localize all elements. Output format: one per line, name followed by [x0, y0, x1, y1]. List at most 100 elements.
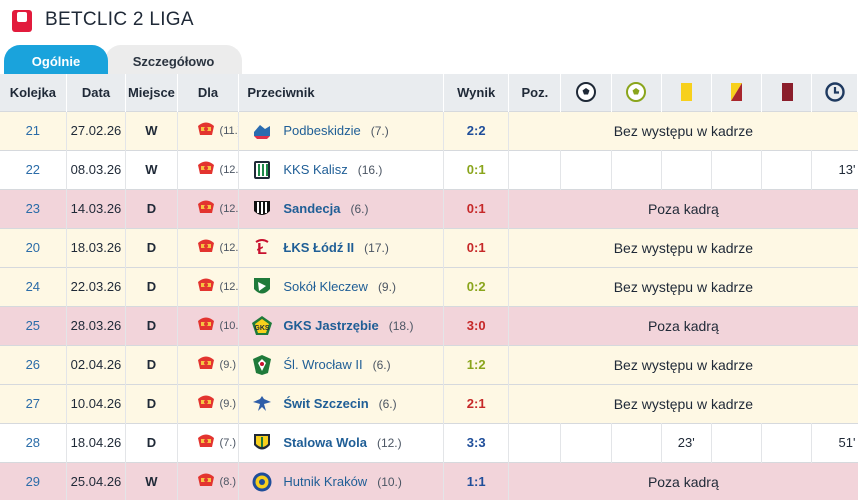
round-cell[interactable]: 23: [0, 188, 67, 228]
team-cell: (11.): [178, 119, 238, 142]
result-cell[interactable]: 0:1: [443, 188, 510, 228]
opponent-crest-icon: [251, 159, 273, 181]
team-position: (11.): [219, 124, 238, 137]
svg-text:GKS: GKS: [255, 325, 271, 332]
opponent-name[interactable]: Hutnik Kraków: [283, 474, 368, 490]
club-crest-icon: [196, 119, 216, 142]
place-cell: W: [125, 110, 178, 150]
opponent-cell[interactable]: GKS GKS Jastrzębie (18.): [239, 315, 442, 337]
team-cell: (9.): [178, 392, 238, 415]
round-cell[interactable]: 29: [0, 461, 67, 500]
opponent-name[interactable]: Podbeskidzie: [283, 123, 361, 138]
match-row[interactable]: 29 25.04.26 W (8.) Hutnik Kraków (10.) 1:1 Poza…: [0, 461, 858, 500]
round-cell[interactable]: 20: [0, 227, 67, 267]
opponent-crest-icon: [251, 471, 273, 493]
club-crest-icon: [196, 275, 216, 298]
opponent-cell[interactable]: Śl. Wrocław II (6.): [239, 354, 442, 376]
opponent-cell[interactable]: KKS Kalisz (16.): [239, 159, 442, 181]
second-yellow-cell: [711, 149, 762, 189]
col-date[interactable]: Data: [66, 74, 127, 111]
col-second-yellow[interactable]: [711, 74, 762, 111]
col-yellow-cards[interactable]: [661, 74, 712, 111]
matches-table: Kolejka Data Miejsce Dla Przeciwnik Wyni…: [0, 74, 858, 500]
round-cell[interactable]: 22: [0, 149, 67, 189]
round-cell[interactable]: 28: [0, 422, 67, 462]
opponent-cell[interactable]: Sandecja (6.): [239, 198, 442, 220]
team-position: (12.): [219, 280, 239, 293]
result-cell[interactable]: 3:3: [443, 422, 510, 462]
result-cell[interactable]: 0:2: [443, 266, 510, 306]
place-cell: D: [125, 188, 178, 228]
date-cell: 02.04.26: [66, 344, 127, 384]
team-cell: (12.): [178, 275, 239, 298]
col-red-cards[interactable]: [761, 74, 813, 111]
opponent-name[interactable]: Sandecja: [283, 201, 341, 216]
opponent-position: (18.): [388, 318, 414, 333]
table-header-row: Kolejka Data Miejsce Dla Przeciwnik Wyni…: [0, 74, 858, 111]
round-cell[interactable]: 21: [0, 110, 67, 150]
opponent-name[interactable]: GKS Jastrzębie: [283, 318, 379, 333]
round-cell[interactable]: 27: [0, 383, 67, 423]
col-place[interactable]: Miejsce: [125, 74, 178, 111]
opponent-cell[interactable]: Hutnik Kraków (10.): [239, 471, 442, 493]
opponent-name[interactable]: Sokół Kleczew: [283, 279, 368, 294]
date-cell: 18.03.26: [66, 227, 127, 267]
opponent-position: (6.): [378, 396, 397, 411]
result-cell[interactable]: 2:1: [443, 383, 510, 423]
col-position[interactable]: Poz.: [508, 74, 562, 111]
league-logo: [12, 10, 32, 32]
club-crest-icon: [196, 392, 216, 415]
result-cell[interactable]: 1:1: [443, 461, 510, 500]
team-position: (8.): [219, 475, 237, 488]
match-row[interactable]: 27 10.04.26 D (9.) Świt Szczecin (6.) 2:1 Bez w…: [0, 383, 858, 423]
tab-detailed[interactable]: Szczegółowo: [105, 45, 242, 77]
round-cell[interactable]: 25: [0, 305, 67, 345]
team-position: (9.): [219, 397, 237, 410]
result-cell[interactable]: 1:2: [443, 344, 510, 384]
col-assists[interactable]: [611, 74, 662, 111]
result-cell[interactable]: 2:2: [443, 110, 510, 150]
place-cell: D: [125, 305, 178, 345]
date-cell: 25.04.26: [66, 461, 127, 500]
opponent-crest-icon: [251, 198, 273, 220]
round-cell[interactable]: 24: [0, 266, 67, 306]
col-round[interactable]: Kolejka: [0, 74, 67, 111]
tab-general[interactable]: Ogólnie: [4, 45, 108, 77]
opponent-name[interactable]: Śl. Wrocław II: [283, 357, 363, 372]
opponent-position: (6.): [350, 201, 369, 216]
opponent-name[interactable]: ŁKS Łódź II: [283, 240, 355, 255]
result-cell[interactable]: 3:0: [443, 305, 510, 345]
status-note: Poza kadrą: [508, 305, 858, 345]
match-row[interactable]: 26 02.04.26 D (9.) Śl. Wrocław II (6.) 1:2 Bez …: [0, 344, 858, 384]
opponent-cell[interactable]: Sokół Kleczew (9.): [239, 276, 442, 298]
opponent-name[interactable]: Świt Szczecin: [283, 396, 369, 411]
col-minutes[interactable]: [811, 74, 858, 111]
result-cell[interactable]: 0:1: [443, 149, 510, 189]
col-result[interactable]: Wynik: [443, 74, 510, 111]
col-goals[interactable]: [560, 74, 612, 111]
second-yellow-cell: [711, 422, 762, 462]
col-team[interactable]: Dla: [177, 74, 240, 111]
team-cell: (12.): [178, 158, 239, 181]
opponent-cell[interactable]: Podbeskidzie (7.): [239, 120, 442, 142]
round-cell[interactable]: 26: [0, 344, 67, 384]
opponent-name[interactable]: Stalowa Wola: [283, 435, 367, 450]
opponent-cell[interactable]: Świt Szczecin (6.): [239, 393, 442, 415]
match-row[interactable]: 28 18.04.26 D (7.) Stalowa Wola (12.) 3:3 23' 51…: [0, 422, 858, 462]
opponent-position: (12.): [376, 435, 402, 450]
opponent-cell[interactable]: Stalowa Wola (12.): [239, 432, 442, 454]
opponent-cell[interactable]: Ł ŁKS Łódź II (17.): [239, 237, 442, 259]
opponent-name[interactable]: KKS Kalisz: [283, 162, 348, 177]
goal-icon: [576, 82, 597, 103]
col-opponent[interactable]: Przeciwnik: [238, 74, 445, 111]
team-cell: (10.): [178, 314, 238, 337]
team-position: (12.): [219, 163, 239, 176]
club-crest-icon: [196, 431, 216, 454]
result-cell[interactable]: 0:1: [443, 227, 510, 267]
